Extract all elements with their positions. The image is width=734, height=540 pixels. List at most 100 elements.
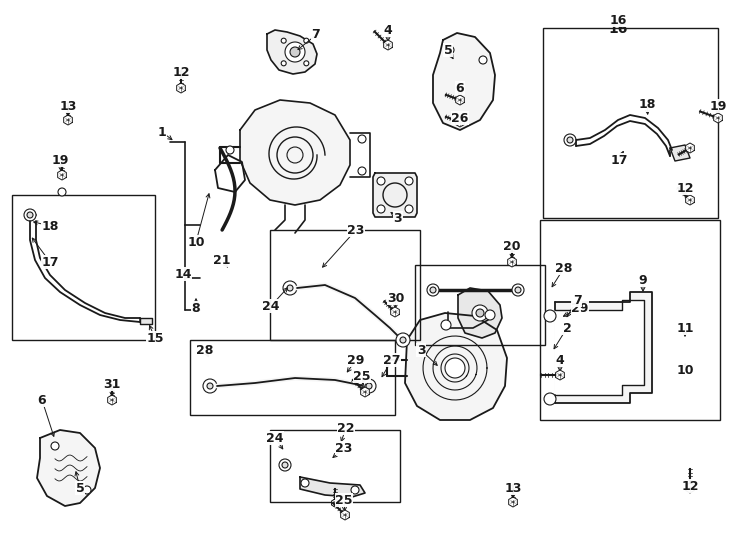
Text: 20: 20 [504,240,520,253]
Circle shape [304,61,309,66]
Circle shape [285,42,305,62]
Text: 14: 14 [174,267,192,280]
Circle shape [24,209,36,221]
Text: 19: 19 [709,99,727,112]
Text: 3: 3 [393,212,402,225]
Text: 6: 6 [37,394,46,407]
Circle shape [396,333,410,347]
Text: 21: 21 [214,253,230,267]
Polygon shape [713,113,722,123]
Text: 18: 18 [41,219,59,233]
Polygon shape [360,387,369,397]
Text: 27: 27 [383,354,401,367]
Text: 5: 5 [76,482,84,495]
Circle shape [304,38,309,43]
Text: 15: 15 [146,332,164,345]
Circle shape [358,167,366,175]
Text: 28: 28 [556,261,573,274]
Text: 16: 16 [608,22,628,36]
Text: 19: 19 [51,153,69,166]
Circle shape [544,393,556,405]
Circle shape [485,310,495,320]
Text: 12: 12 [681,480,699,492]
Polygon shape [240,100,350,205]
Polygon shape [508,257,516,267]
Circle shape [472,305,488,321]
Circle shape [441,320,451,330]
Text: 9: 9 [639,273,647,287]
Text: 12: 12 [172,65,190,78]
Polygon shape [405,313,507,420]
Text: 23: 23 [335,442,353,455]
Polygon shape [341,510,349,520]
Text: 7: 7 [573,294,581,307]
Circle shape [515,287,521,293]
Text: 24: 24 [266,431,284,444]
Circle shape [290,47,300,57]
Text: 12: 12 [676,181,694,194]
Circle shape [405,205,413,213]
Text: 6: 6 [456,82,465,94]
Circle shape [27,212,33,218]
Text: 10: 10 [676,363,694,376]
Bar [415,265,545,345]
Polygon shape [670,145,690,161]
Polygon shape [390,307,399,317]
Circle shape [366,383,372,389]
Circle shape [512,284,524,296]
Circle shape [377,205,385,213]
Circle shape [283,281,297,295]
Circle shape [279,459,291,471]
Text: 17: 17 [41,255,59,268]
Circle shape [287,285,293,291]
Circle shape [564,134,576,146]
Polygon shape [177,83,185,93]
Polygon shape [433,33,495,130]
Text: 31: 31 [103,377,120,390]
Text: 4: 4 [556,354,564,367]
Text: 17: 17 [610,153,628,166]
Text: 13: 13 [59,99,76,112]
Circle shape [400,337,406,343]
Polygon shape [215,155,245,192]
Text: 30: 30 [388,292,404,305]
Text: 23: 23 [347,224,365,237]
Polygon shape [686,195,694,205]
Text: 7: 7 [312,29,320,42]
Text: 5: 5 [443,44,452,57]
Text: 24: 24 [262,300,280,313]
Circle shape [281,38,286,43]
Polygon shape [373,173,417,217]
Polygon shape [456,117,465,127]
Polygon shape [267,30,317,74]
Circle shape [351,486,359,494]
Polygon shape [555,300,644,395]
Text: 2: 2 [563,321,571,334]
Circle shape [427,284,439,296]
Text: 16: 16 [609,14,627,26]
Circle shape [226,146,234,154]
Polygon shape [332,499,338,507]
Circle shape [51,442,59,450]
Bar [270,430,400,502]
Text: 11: 11 [676,321,694,334]
Polygon shape [556,370,564,380]
Circle shape [362,379,376,393]
Bar [543,28,718,218]
Circle shape [567,137,573,143]
Text: 28: 28 [196,343,214,356]
Circle shape [479,56,487,64]
Polygon shape [456,95,465,105]
Text: 10: 10 [187,235,205,248]
Text: 4: 4 [384,24,393,37]
Circle shape [430,287,436,293]
Text: 22: 22 [337,422,355,435]
Circle shape [446,46,454,54]
Bar [540,220,720,420]
Circle shape [301,479,309,487]
Polygon shape [64,115,73,125]
Circle shape [405,177,413,185]
Text: 29: 29 [571,301,589,314]
Text: 25: 25 [335,494,353,507]
Polygon shape [300,477,365,497]
